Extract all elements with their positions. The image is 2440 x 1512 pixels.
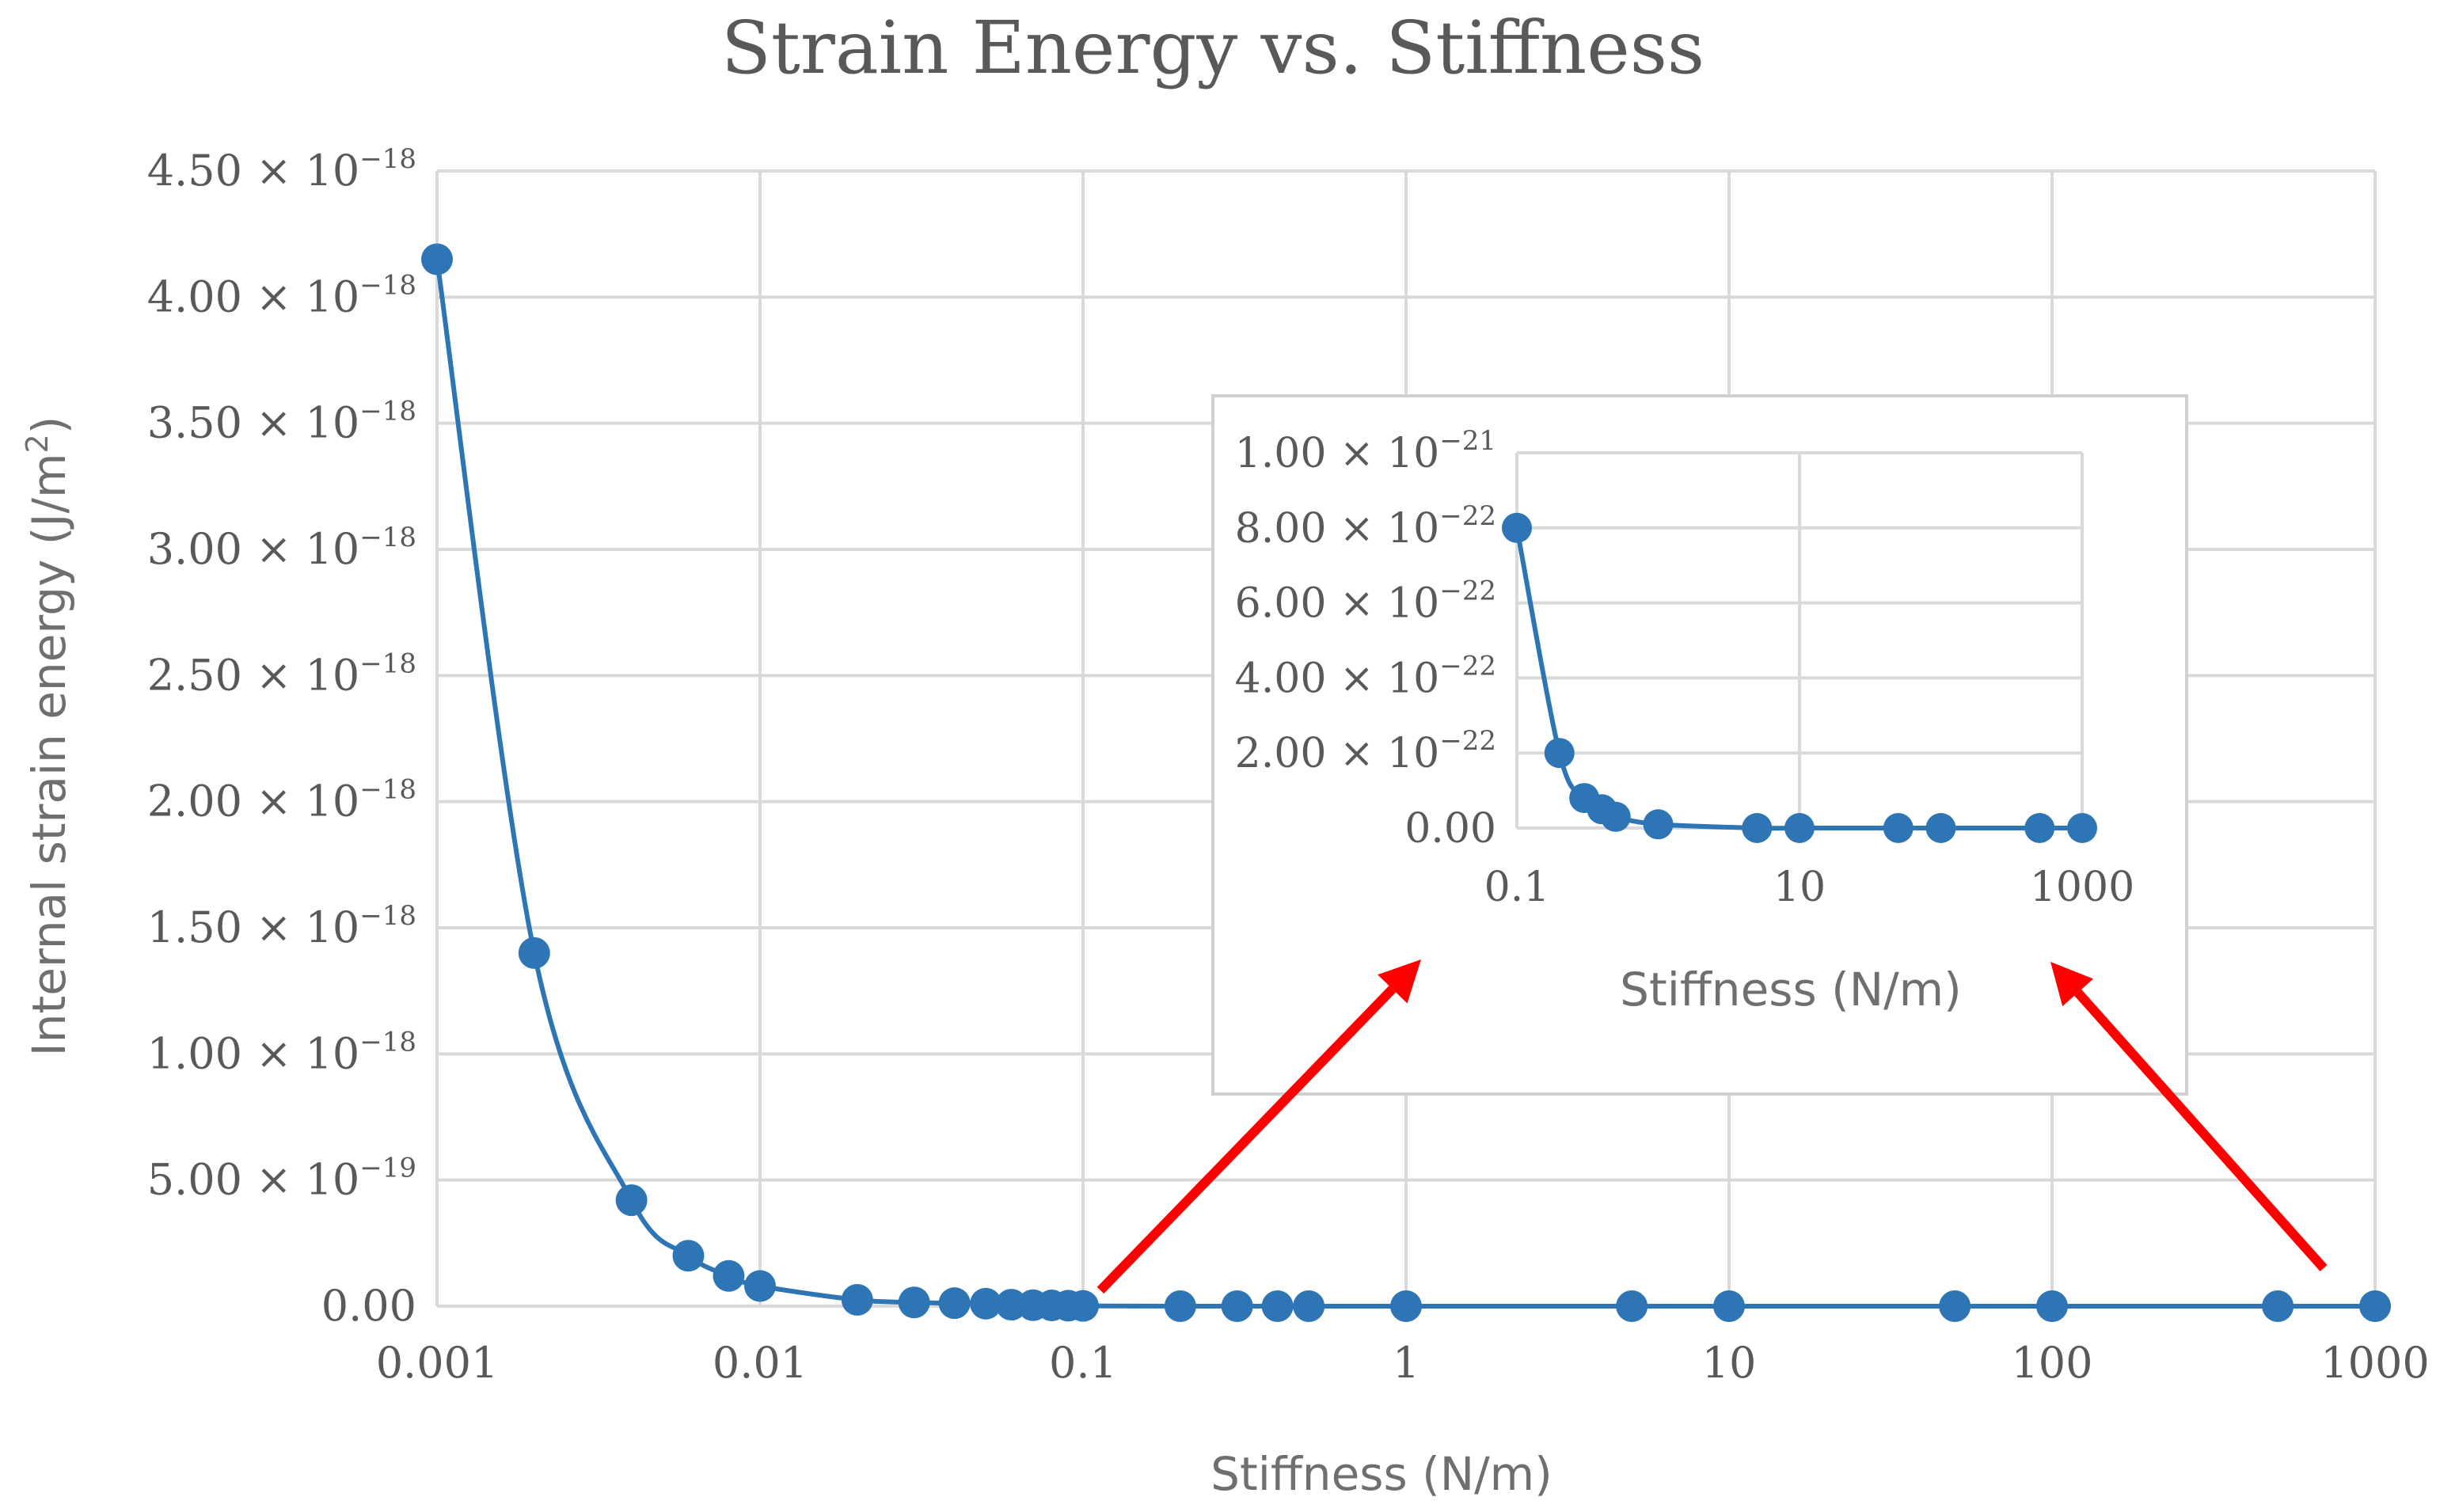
main-data-point [744,1270,776,1302]
main-data-point [672,1240,705,1272]
main-x-tick-labels: 0.001 0.01 0.1 1 10 100 1000 [376,1338,2430,1388]
inset-data-point [1883,813,1914,843]
main-x-tick-0: 0.001 [376,1338,499,1388]
main-y-axis-label: Internal strain energy (J/m2) [20,416,76,1057]
main-y-tick-labels: 4.50 × 10−18 4.00 × 10−18 3.50 × 10−18 3.00… [147,143,416,1331]
inset-y-tick-0: 1.00 × 10−21 [1235,425,1496,477]
main-y-tick-0: 4.50 × 10−18 [147,143,416,196]
main-data-point [1293,1290,1325,1322]
inset-x-tick-2: 1000 [2030,864,2134,911]
chart-title: Strain Energy vs. Stiffness [721,6,1705,90]
main-x-tick-4: 10 [1702,1338,1757,1388]
main-y-tick-5: 2.00 × 10−18 [147,774,416,826]
main-data-point [518,936,550,969]
main-y-tick-9: 0.00 [321,1281,416,1331]
main-series [421,243,2391,1322]
inset-y-tick-5: 0.00 [1404,805,1496,853]
inset-data-point [1502,512,1532,543]
main-y-tick-4: 2.50 × 10−18 [147,648,416,700]
main-data-point [615,1184,648,1217]
inset-data-point [2024,813,2055,843]
arrow-to-inset-right [2050,962,2328,1271]
main-data-point [938,1287,971,1320]
inset-x-tick-labels: 0.1 10 1000 [1484,864,2135,911]
main-data-point [841,1284,873,1316]
inset-y-tick-1: 8.00 × 10−22 [1235,500,1496,553]
main-data-point [2359,1290,2391,1322]
main-data-point [2036,1290,2068,1322]
inset-y-tick-4: 2.00 × 10−22 [1235,725,1496,777]
main-y-tick-1: 4.00 × 10−18 [147,269,416,321]
main-y-tick-3: 3.00 × 10−18 [147,522,416,574]
main-y-tick-2: 3.50 × 10−18 [147,396,416,448]
inset-x-tick-1: 10 [1773,864,1826,911]
inset-data-point [2067,813,2097,843]
arrow-to-inset-left [1096,959,1421,1294]
main-data-point [2262,1290,2294,1322]
main-data-point [1713,1290,1745,1322]
main-data-point [1616,1290,1648,1322]
main-x-tick-6: 1000 [2320,1338,2429,1388]
inset-data-point [1643,809,1674,840]
main-y-tick-7: 1.00 × 10−18 [147,1026,416,1078]
inset-data-point [1544,738,1575,769]
main-data-point [970,1287,1002,1320]
annotation-arrows [1096,959,2328,1294]
inset-data-point [1600,801,1631,832]
main-x-axis-label: Stiffness (N/m) [1210,1447,1553,1501]
main-data-point [713,1259,745,1292]
main-data-point [1261,1290,1294,1322]
inset-frame [1211,394,2188,1096]
main-data-point [1221,1290,1253,1322]
inset-x-axis-label: Stiffness (N/m) [1620,963,1962,1016]
inset-series [1502,512,2097,843]
main-x-tick-5: 100 [2011,1338,2092,1388]
main-data-point [1164,1290,1196,1322]
main-data-point [421,243,453,275]
main-data-point [1390,1290,1422,1322]
inset-data-point [1742,813,1773,843]
inset-data-point [1925,813,1956,843]
inset-x-tick-0: 0.1 [1484,864,1550,911]
main-data-point [1067,1290,1099,1322]
main-x-tick-2: 0.1 [1049,1338,1117,1388]
main-y-tick-6: 1.50 × 10−18 [147,900,416,952]
main-x-tick-3: 1 [1393,1338,1420,1388]
main-x-tick-1: 0.01 [713,1338,808,1388]
main-data-point [1939,1290,1971,1322]
main-y-tick-8: 5.00 × 10−19 [147,1153,416,1205]
inset-chart: 1.00 × 10−21 8.00 × 10−22 6.00 × 10−22 4.00… [1211,394,2188,1096]
inset-y-tick-labels: 1.00 × 10−21 8.00 × 10−22 6.00 × 10−22 4.00… [1235,425,1496,853]
inset-data-point [1784,813,1815,843]
main-data-point [898,1286,930,1319]
inset-y-tick-2: 6.00 × 10−22 [1235,576,1496,628]
inset-y-tick-3: 4.00 × 10−22 [1235,650,1496,702]
